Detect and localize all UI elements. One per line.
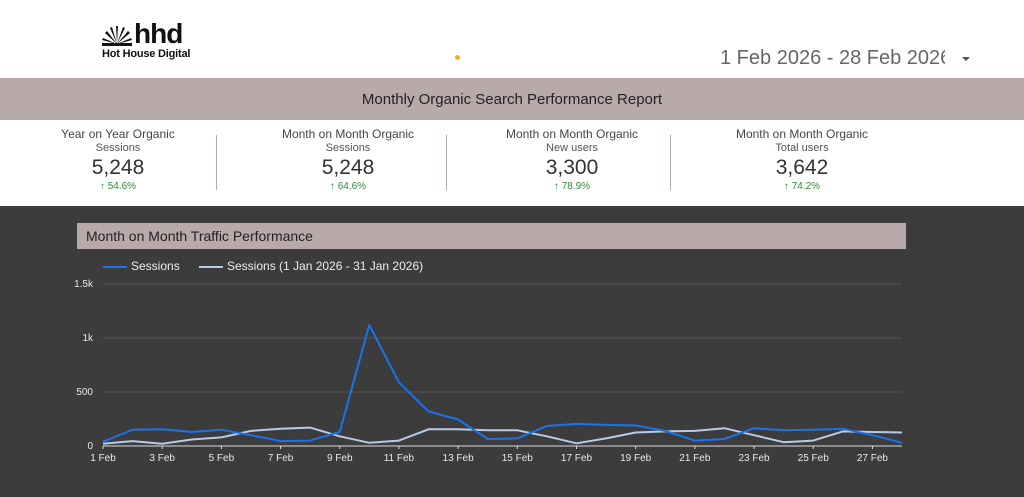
kpi-value: 3,300 bbox=[545, 156, 599, 179]
arrow-up-icon: ↑ bbox=[99, 181, 108, 192]
series-line-sessions-previous bbox=[102, 426, 903, 445]
x-tick-label: 11 Feb bbox=[384, 453, 415, 464]
kpi-label: Month on Month Organic bbox=[281, 127, 415, 141]
kpi-mom-new-users[interactable]: Month on Month Organic New users 3,300 ↑… bbox=[488, 127, 656, 193]
kpi-delta-value: 54.6% bbox=[107, 181, 137, 192]
kpi-delta: ↑ 78.9% bbox=[488, 180, 656, 193]
kpi-delta: ↑ 54.6% bbox=[48, 180, 188, 193]
legend-swatch bbox=[199, 266, 223, 268]
y-tick-label: 1.5k bbox=[74, 279, 94, 290]
report-title: Monthly Organic Search Performance Repor… bbox=[361, 90, 663, 108]
brand-logo: hhd Hot House Digital bbox=[102, 18, 212, 62]
x-tick-label: 27 Feb bbox=[857, 453, 889, 464]
traffic-line-chart[interactable]: 0 500 1k 1.5k 1 Feb 3 Feb 5 Feb 7 Feb 9 Feb 11 Fe… bbox=[0, 206, 1024, 497]
kpi-scorecards: Year on Year Organic Sessions 5,248 ↑ 54… bbox=[0, 121, 1024, 206]
kpi-sublabel: Total users bbox=[775, 142, 829, 154]
series-line-sessions bbox=[102, 324, 903, 444]
kpi-delta: ↑ 74.2% bbox=[718, 180, 886, 193]
kpi-sublabel: New users bbox=[546, 142, 598, 154]
kpi-mom-sessions[interactable]: Month on Month Organic Sessions 5,248 ↑ … bbox=[264, 127, 432, 193]
kpi-divider bbox=[670, 135, 671, 190]
y-tick-label: 0 bbox=[87, 441, 93, 452]
kpi-value: 5,248 bbox=[321, 156, 375, 179]
chevron-down-icon[interactable] bbox=[958, 51, 974, 67]
legend-swatch bbox=[103, 266, 127, 268]
x-tick-label: 5 Feb bbox=[209, 453, 235, 464]
kpi-label: Year on Year Organic bbox=[61, 127, 175, 141]
x-tick-label: 7 Feb bbox=[268, 453, 294, 464]
kpi-sublabel: Sessions bbox=[95, 142, 141, 154]
kpi-divider bbox=[446, 135, 447, 190]
chart-title-band: Month on Month Traffic Performance bbox=[77, 223, 906, 249]
x-tick-label: 17 Feb bbox=[561, 453, 593, 464]
x-tick-label: 15 Feb bbox=[502, 453, 534, 464]
legend-label: Sessions (1 Jan 2026 - 31 Jan 2026) bbox=[227, 259, 424, 273]
report-title-band: Monthly Organic Search Performance Repor… bbox=[0, 78, 1024, 120]
x-tick-label: 23 Feb bbox=[738, 453, 770, 464]
kpi-value: 3,642 bbox=[775, 156, 829, 179]
x-tick-label: 1 Feb bbox=[90, 453, 116, 464]
report-header: hhd Hot House Digital 1 Feb 2026 - 28 Fe… bbox=[0, 0, 1024, 78]
logo-subtext: Hot House Digital bbox=[102, 48, 191, 60]
loading-dot-icon bbox=[455, 55, 460, 60]
sunburst-logo-icon bbox=[102, 26, 132, 46]
logo-wordmark: hhd bbox=[134, 18, 183, 49]
y-tick-label: 500 bbox=[76, 387, 93, 398]
kpi-sublabel: Sessions bbox=[325, 142, 371, 154]
kpi-divider bbox=[216, 135, 217, 190]
arrow-up-icon: ↑ bbox=[553, 181, 562, 192]
kpi-mom-total-users[interactable]: Month on Month Organic Total users 3,642… bbox=[718, 127, 886, 193]
chart-section: Month on Month Traffic Performance Sessi… bbox=[0, 206, 1024, 497]
kpi-value: 5,248 bbox=[91, 156, 145, 179]
y-tick-label: 1k bbox=[82, 333, 94, 344]
x-tick-label: 21 Feb bbox=[679, 453, 711, 464]
kpi-delta: ↑ 64.6% bbox=[264, 180, 432, 193]
kpi-delta-value: 74.2% bbox=[791, 181, 821, 192]
chart-title: Month on Month Traffic Performance bbox=[86, 228, 313, 244]
legend-label: Sessions bbox=[131, 259, 180, 273]
x-tick-label: 3 Feb bbox=[149, 453, 175, 464]
arrow-up-icon: ↑ bbox=[783, 181, 792, 192]
arrow-up-icon: ↑ bbox=[329, 181, 338, 192]
kpi-label: Month on Month Organic bbox=[735, 127, 869, 141]
x-tick-label: 19 Feb bbox=[620, 453, 652, 464]
x-tick-label: 13 Feb bbox=[443, 453, 475, 464]
x-tick-label: 25 Feb bbox=[798, 453, 830, 464]
date-range-picker[interactable]: 1 Feb 2026 - 28 Feb 2026 bbox=[720, 47, 945, 69]
kpi-label: Month on Month Organic bbox=[505, 127, 639, 141]
kpi-delta-value: 64.6% bbox=[337, 181, 367, 192]
x-tick-label: 9 Feb bbox=[327, 453, 353, 464]
kpi-delta-value: 78.9% bbox=[561, 181, 591, 192]
kpi-yoy-sessions[interactable]: Year on Year Organic Sessions 5,248 ↑ 54… bbox=[48, 127, 188, 193]
